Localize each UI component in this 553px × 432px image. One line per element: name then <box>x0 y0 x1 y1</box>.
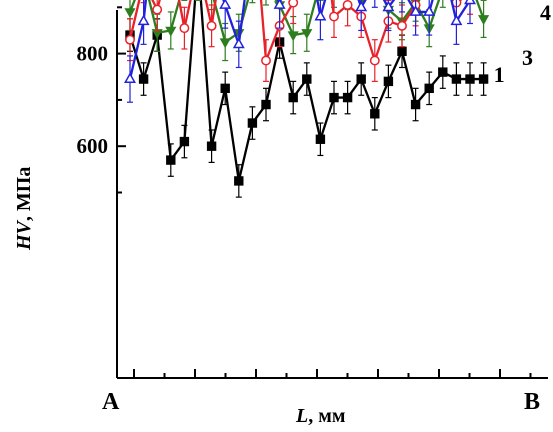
y-ticks: 60080010001200 <box>77 6 126 194</box>
point-1 <box>261 99 271 110</box>
x-end-label: B <box>524 389 540 415</box>
point-2 <box>179 23 190 34</box>
series-1 <box>125 0 489 198</box>
point-1 <box>397 46 407 56</box>
point-1 <box>179 136 190 147</box>
axes <box>116 10 548 379</box>
point-4 <box>219 38 231 49</box>
point-1 <box>410 99 421 110</box>
series-label-3: 3 <box>522 45 533 70</box>
point-4 <box>301 29 313 39</box>
point-3 <box>273 0 286 9</box>
point-3 <box>355 0 368 12</box>
point-3 <box>232 37 245 49</box>
point-1 <box>465 74 475 84</box>
point-1 <box>478 74 489 84</box>
point-1 <box>356 74 366 84</box>
x-axis-title: L, мм <box>295 405 345 427</box>
point-3 <box>314 9 327 21</box>
point-1 <box>166 155 176 165</box>
point-1 <box>247 118 258 128</box>
point-2 <box>329 11 339 22</box>
y-axis-title-variable: HV <box>13 219 35 251</box>
point-3 <box>382 0 395 12</box>
point-4 <box>124 8 136 19</box>
x-start-label: A <box>102 389 120 415</box>
y-tick-label: 600 <box>77 134 109 158</box>
y-axis-title-unit: , МПа <box>13 167 35 221</box>
series-line-3 <box>128 0 471 80</box>
x-ticks <box>133 369 532 378</box>
x-axis-title-unit: , мм <box>308 405 345 427</box>
point-3 <box>450 14 463 26</box>
series-3 <box>124 0 476 103</box>
point-2 <box>288 0 299 8</box>
point-2 <box>206 20 217 31</box>
point-1 <box>370 109 380 119</box>
point-1 <box>451 74 462 84</box>
y-tick-label: 800 <box>77 42 109 66</box>
point-1 <box>220 83 230 94</box>
series-label-4: 4 <box>540 0 551 25</box>
point-1 <box>302 74 312 84</box>
point-1 <box>329 92 339 103</box>
point-3 <box>464 0 476 5</box>
x-axis-title-variable: L <box>295 405 308 427</box>
point-1 <box>315 134 326 144</box>
point-2 <box>397 20 407 31</box>
point-1 <box>342 92 353 103</box>
point-1 <box>206 141 217 151</box>
point-1 <box>234 176 244 186</box>
point-2 <box>342 0 353 10</box>
point-3 <box>137 14 150 26</box>
point-3 <box>219 0 232 9</box>
point-1 <box>138 74 149 84</box>
point-3 <box>423 5 436 16</box>
point-2 <box>152 4 163 15</box>
point-3 <box>124 72 136 84</box>
point-1 <box>288 92 298 103</box>
point-1 <box>438 67 448 77</box>
point-4 <box>478 15 490 26</box>
series-layer: 1234 <box>124 0 551 198</box>
point-2 <box>125 34 135 45</box>
point-2 <box>261 55 271 66</box>
series-label-1: 1 <box>494 62 505 87</box>
y-axis-title: HV, МПа <box>13 167 35 251</box>
point-1 <box>383 76 394 87</box>
point-2 <box>369 55 380 66</box>
point-4 <box>165 26 177 37</box>
point-3 <box>409 5 422 16</box>
point-1 <box>424 83 434 94</box>
point-4 <box>287 31 299 42</box>
